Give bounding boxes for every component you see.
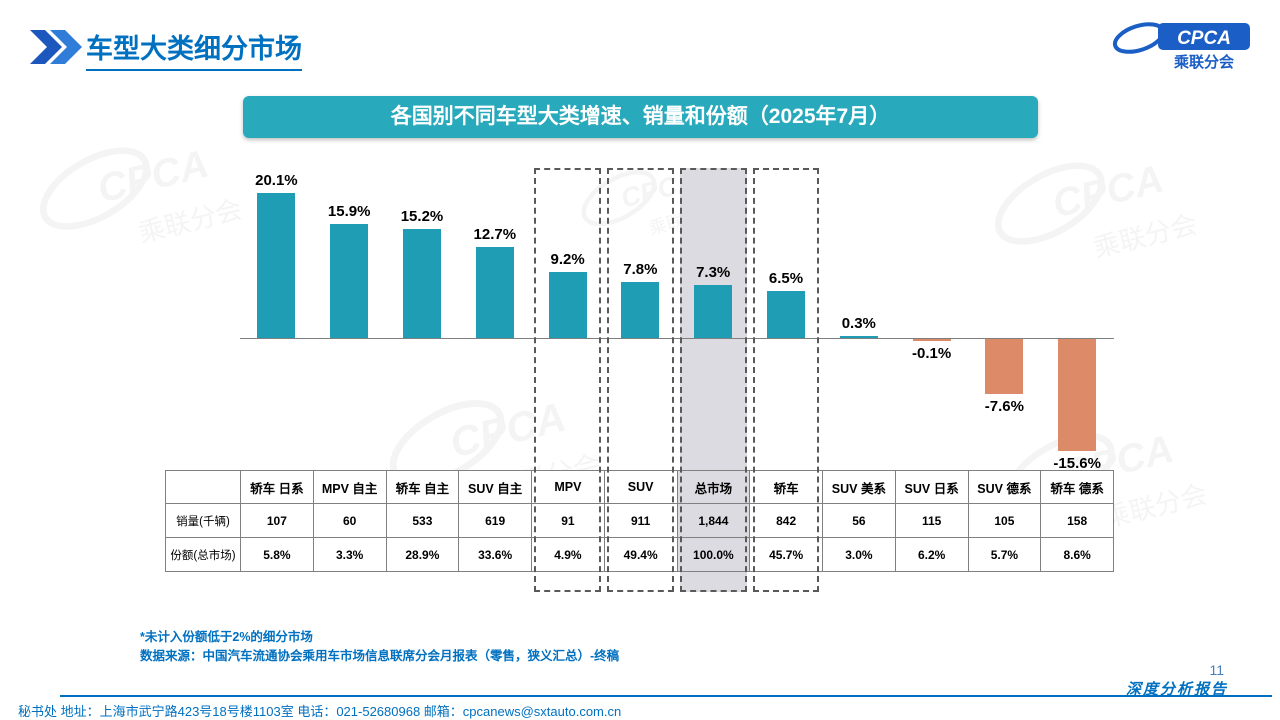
table-cell: 4.9% bbox=[531, 537, 605, 572]
data-table: 轿车 日系 MPV 自主 轿车 自主 SUV 自主 MPV SUV 总市场 轿车 SUV 美系 S… bbox=[165, 470, 1114, 572]
bar-value-label: 0.3% bbox=[841, 314, 876, 332]
bar-value-label: 7.3% bbox=[696, 264, 731, 282]
svg-text:乘联分会: 乘联分会 bbox=[1090, 209, 1200, 264]
svg-text:CPCA: CPCA bbox=[618, 166, 700, 214]
page-title: 车型大类细分市场 bbox=[86, 27, 302, 71]
table-column-header: 轿车 日系 bbox=[240, 470, 314, 504]
svg-text:CPCA: CPCA bbox=[1048, 157, 1168, 227]
table-column-header: 轿车 bbox=[749, 470, 823, 504]
report-tag: 深度分析报告 bbox=[1125, 682, 1228, 698]
bar-SUV 德系 bbox=[985, 339, 1024, 394]
table-cell: 33.6% bbox=[458, 537, 532, 572]
chart-title-banner: 各国别不同车型大类增速、销量和份额（2025年7月） bbox=[243, 96, 1038, 138]
bar-总市场 bbox=[694, 285, 733, 338]
table-cell: 5.8% bbox=[240, 537, 314, 572]
bar-value-label: 7.8% bbox=[623, 260, 658, 278]
table-cell: 3.3% bbox=[312, 537, 387, 572]
cpca-logo-graphic: CPCA 乘联分会 bbox=[1112, 22, 1250, 71]
table-column-header: 轿车 德系 bbox=[1040, 470, 1114, 504]
bar-MPV 自主 bbox=[330, 223, 369, 338]
table-cell: 49.4% bbox=[603, 537, 678, 572]
bar-value-label: 6.5% bbox=[768, 270, 804, 288]
table-cell: 91 bbox=[531, 503, 605, 538]
table-cell: 5.7% bbox=[967, 537, 1042, 572]
table-cell: 842 bbox=[749, 503, 823, 538]
table-cell: 3.0% bbox=[822, 537, 896, 572]
table-cell: 6.2% bbox=[894, 537, 969, 572]
table-cell: 107 bbox=[240, 503, 314, 538]
bar-SUV 美系 bbox=[839, 335, 878, 338]
footnotes: *未计入份额低于2%的细分市场 数据来源：中国汽车流通协会乘用车市场信息联席分会… bbox=[140, 628, 619, 667]
table-cell: 911 bbox=[603, 503, 678, 538]
table-cell: 105 bbox=[967, 503, 1042, 538]
bar-轿车 日系 bbox=[257, 193, 296, 338]
table-cell: 533 bbox=[385, 503, 460, 538]
table-cell: 1,844 bbox=[676, 503, 751, 538]
table-column-header: SUV 美系 bbox=[822, 470, 896, 504]
logo-brand-text: CPCA bbox=[1177, 28, 1231, 49]
table-row-label: 份额(总市场) bbox=[165, 537, 241, 572]
footer-divider bbox=[60, 695, 1272, 697]
svg-text:乘联分会: 乘联分会 bbox=[135, 194, 245, 249]
bar-轿车 bbox=[767, 291, 805, 338]
double-chevron-icon bbox=[30, 30, 82, 69]
table-cell: 60 bbox=[312, 503, 387, 538]
table-column-header: MPV bbox=[531, 470, 605, 504]
table-header-row: 轿车 日系 MPV 自主 轿车 自主 SUV 自主 MPV SUV 总市场 轿车 SUV 美系 S… bbox=[165, 470, 1114, 504]
footnote-line-2: 数据来源：中国汽车流通协会乘用车市场信息联席分会月报表（零售，狭义汇总）-终稿 bbox=[140, 649, 620, 664]
bar-value-label: 15.2% bbox=[400, 207, 444, 225]
table-cell: 100.0% bbox=[676, 537, 751, 572]
footer-contact-text: 秘书处 地址：上海市武宁路423号18号楼1103室 电话：021-526809… bbox=[18, 704, 622, 719]
bar-value-label: -7.6% bbox=[984, 397, 1024, 415]
bar-value-label: -0.1% bbox=[912, 344, 952, 362]
table-cell: 158 bbox=[1040, 503, 1114, 538]
table-body: 销量(千辆) 107 60 533 619 91 911 1,844 842 56 115 105 15… bbox=[165, 503, 1114, 572]
table-column-header: SUV 自主 bbox=[458, 470, 532, 504]
bar-value-label: 15.9% bbox=[327, 202, 371, 220]
svg-text:乘联分会: 乘联分会 bbox=[1100, 479, 1210, 534]
table-cell: 619 bbox=[458, 503, 532, 538]
svg-text:CPCA: CPCA bbox=[93, 142, 213, 212]
table-cell: 8.6% bbox=[1040, 537, 1114, 572]
bar-轿车 自主 bbox=[403, 228, 441, 338]
bar-value-label: 20.1% bbox=[255, 172, 298, 190]
bar-value-label: 9.2% bbox=[550, 250, 585, 268]
footnote-line-1: *未计入份额低于2%的细分市场 bbox=[140, 630, 313, 644]
table-corner-cell bbox=[165, 470, 241, 504]
bar-SUV 日系 bbox=[912, 339, 951, 341]
table-column-header: SUV bbox=[603, 470, 678, 504]
svg-text:CPCA: CPCA bbox=[445, 393, 570, 466]
page-number: 11 bbox=[1209, 662, 1224, 678]
table-cell: 115 bbox=[894, 503, 969, 538]
table-row: 销量(千辆) 107 60 533 619 91 911 1,844 842 56 115 105 15… bbox=[165, 503, 1114, 538]
table-column-header: SUV 日系 bbox=[894, 470, 969, 504]
logo-org-text: 乘联分会 bbox=[1173, 53, 1234, 70]
x-axis-line bbox=[240, 338, 1114, 339]
table-column-header: MPV 自主 bbox=[312, 470, 387, 504]
table-cell: 45.7% bbox=[749, 537, 823, 572]
table-column-header: 轿车 自主 bbox=[385, 470, 460, 504]
bar-SUV 自主 bbox=[475, 246, 514, 338]
table-cell: 56 bbox=[822, 503, 896, 538]
bar-MPV bbox=[548, 271, 587, 338]
svg-text:乘联分会: 乘联分会 bbox=[647, 202, 722, 239]
table-column-header: SUV 德系 bbox=[967, 470, 1042, 504]
table-cell: 28.9% bbox=[385, 537, 460, 572]
table-column-header: 总市场 bbox=[676, 470, 751, 504]
bar-SUV bbox=[621, 281, 660, 338]
cpca-logo: CPCA 乘联分会 bbox=[1112, 18, 1254, 75]
bar-value-label: 12.7% bbox=[473, 225, 517, 243]
table-row-label: 销量(千辆) bbox=[165, 503, 241, 538]
table-row: 份额(总市场) 5.8% 3.3% 28.9% 33.6% 4.9% 49.4% 100.0%… bbox=[165, 537, 1114, 572]
bar-轿车 德系 bbox=[1058, 339, 1097, 452]
